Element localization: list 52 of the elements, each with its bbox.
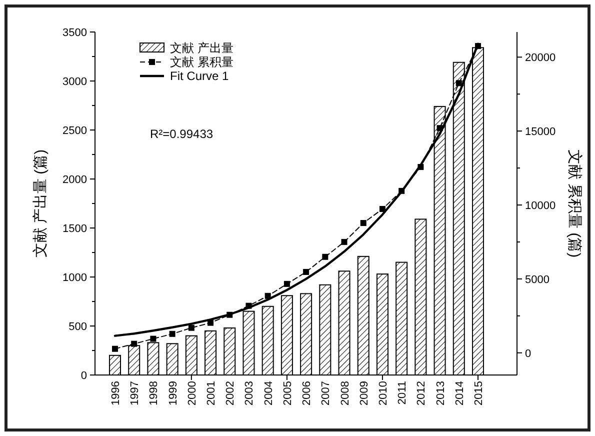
legend-label: Fit Curve 1 [170,69,230,83]
x-tick-label: 2000 [186,381,198,406]
y-tick-label: 3000 [62,76,87,88]
annotation: R²=0.99433 [150,127,214,141]
point [284,280,290,287]
y-axis-title: 文献 产出量 (篇) [32,149,49,258]
x-tick-label: 2001 [206,381,218,406]
x-tick-label: 2003 [244,381,256,406]
y-tick-label: 2000 [62,174,87,186]
x-tick-label: 2011 [396,381,409,405]
x-tick-label: 2013 [434,381,447,406]
x-tick-label: 1997 [129,381,142,406]
x-tick-label: 1999 [167,381,180,406]
x-tick-label: 2014 [454,381,466,406]
y2-axis-title: 文献 累积量 (篇) [566,149,583,258]
y-tick-label: 2500 [62,125,87,137]
legend-label: 文献 产出量 [170,41,234,55]
x-tick-label: 2012 [416,381,428,406]
x-tick-label: 2008 [339,381,352,406]
x-tick-label: 2005 [282,381,294,406]
point [360,220,366,226]
x-tick-label: 2007 [320,381,332,406]
point [131,340,138,347]
y-tick-label: 1500 [62,223,87,235]
y-tick-label: 0 [80,370,87,382]
point [150,336,156,342]
x-tick-label: 2004 [262,381,275,406]
y2-tick-label: 10000 [525,200,556,212]
y2-tick-label: 15000 [525,126,556,138]
y-tick-label: 3500 [62,27,87,39]
legend-label: 文献 累积量 [170,55,234,69]
x-tick-label: 2009 [358,381,370,406]
point [208,320,214,326]
x-tick-label: 2006 [301,381,314,406]
y-tick-label: 500 [68,321,87,333]
y2-tick-label: 5000 [525,274,550,286]
point [456,80,462,86]
point [303,268,310,275]
point [188,324,194,331]
y2-tick-label: 20000 [525,52,556,64]
x-tick-label: 2010 [377,381,390,406]
point [341,238,348,245]
y2-tick-label: 0 [525,348,532,360]
x-tick-label: 2015 [473,381,485,406]
x-tick-label: 1998 [148,381,160,406]
point [322,254,328,260]
point [379,206,386,212]
x-tick-label: 1996 [110,381,122,406]
x-tick-label: 2002 [224,381,237,406]
y-tick-label: 1000 [62,272,87,284]
point [112,346,118,352]
point [169,330,176,337]
